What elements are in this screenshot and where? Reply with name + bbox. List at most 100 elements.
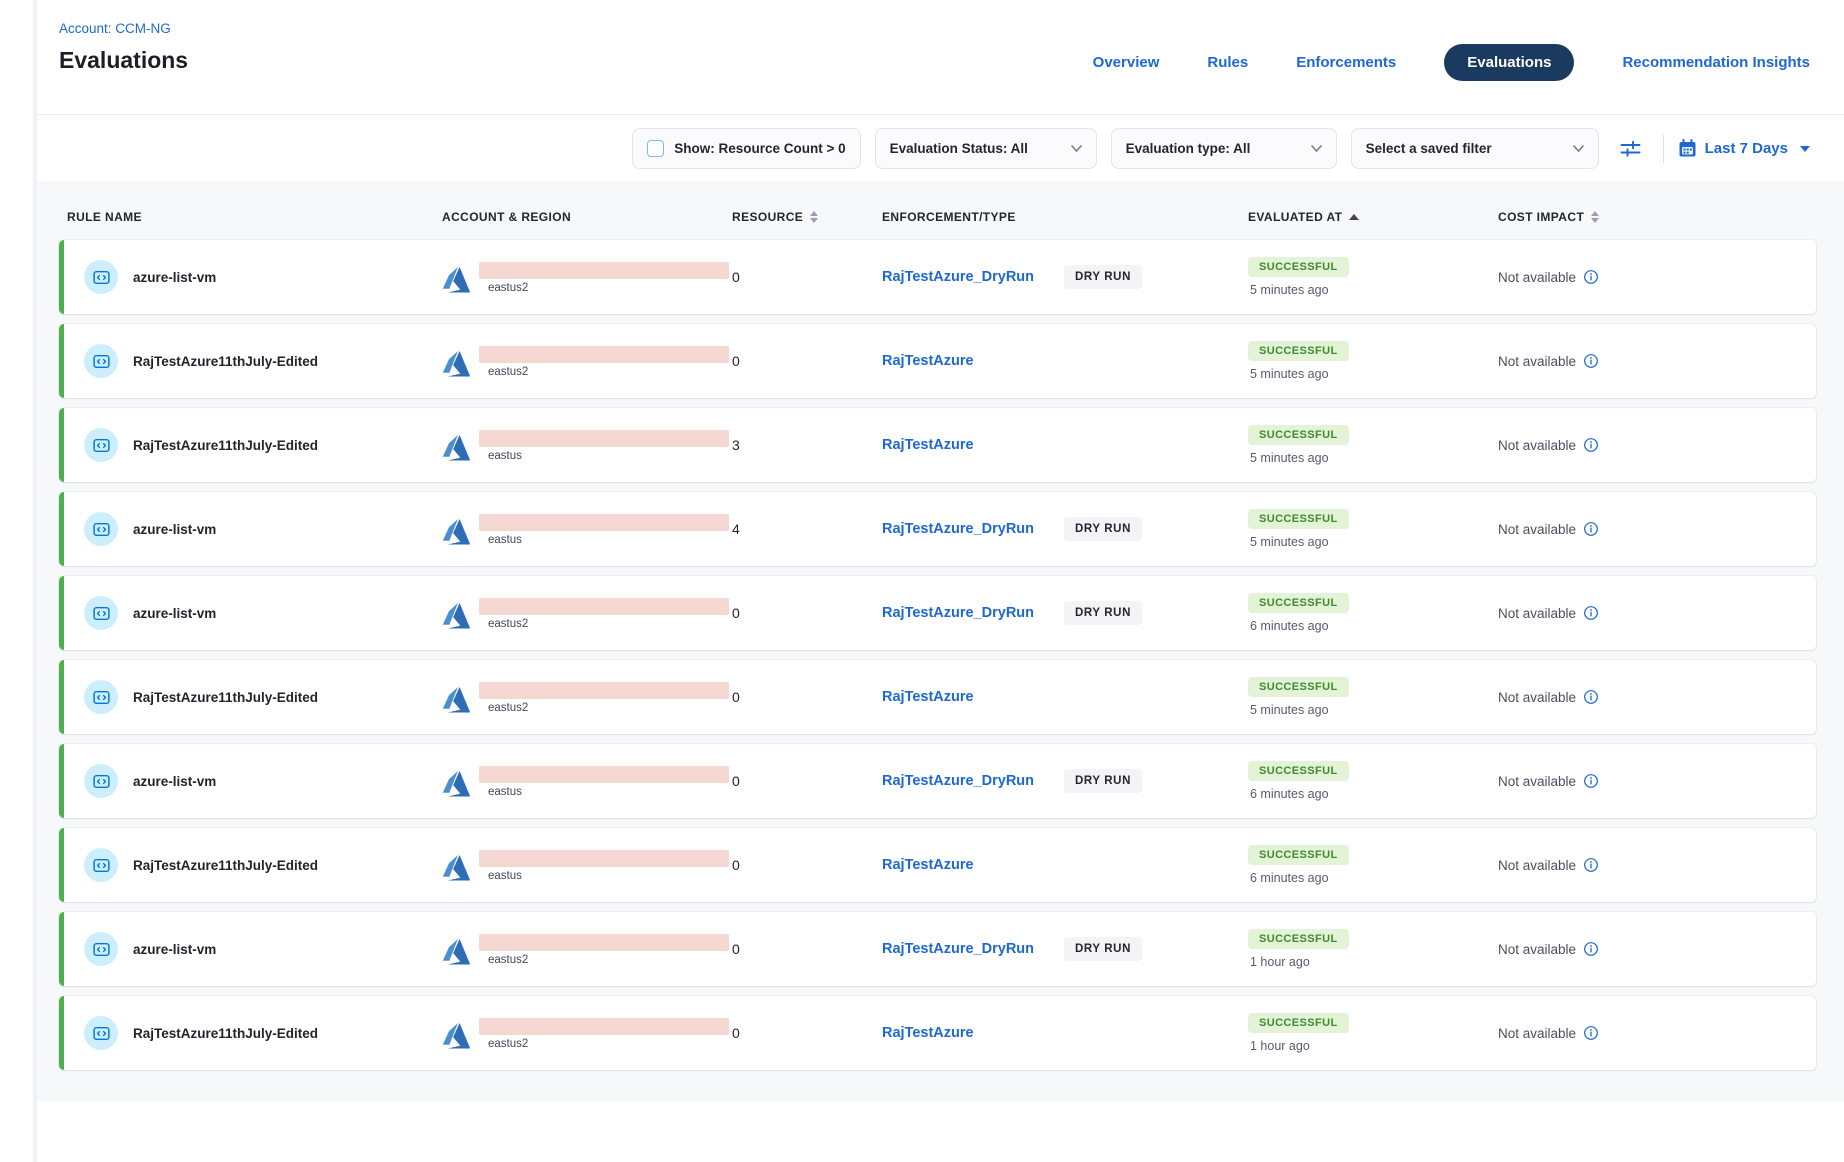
enforcement-cell: RajTestAzure DRY RUN (882, 353, 1248, 369)
evaluated-time: 1 hour ago (1250, 1039, 1310, 1053)
enforcement-link[interactable]: RajTestAzure_DryRun (882, 605, 1035, 621)
rule-avatar (84, 848, 118, 882)
sort-icon[interactable] (810, 211, 819, 223)
rule-avatar (84, 344, 118, 378)
code-rule-icon (92, 1024, 111, 1043)
rule-name: azure-list-vm (133, 941, 217, 957)
nav-item-rules[interactable]: Rules (1207, 54, 1249, 71)
evaluated-at-cell: SUCCESSFUL 5 minutes ago (1248, 257, 1498, 297)
info-circle-icon[interactable] (1583, 605, 1599, 621)
table-row[interactable]: RajTestAzure11thJuly-Edited eastus2 0 Ra… (59, 324, 1816, 398)
enforcement-link[interactable]: RajTestAzure_DryRun (882, 941, 1035, 957)
enforcement-link[interactable]: RajTestAzure (882, 1025, 974, 1041)
enforcement-link[interactable]: RajTestAzure_DryRun (882, 269, 1035, 285)
top-navigation: Overview Rules Enforcements Evaluations … (1093, 44, 1810, 81)
account-region-cell: eastus (442, 513, 732, 546)
rule-cell: RajTestAzure11thJuly-Edited (84, 428, 442, 462)
rule-avatar (84, 596, 118, 630)
info-circle-icon[interactable] (1583, 941, 1599, 957)
nav-item-evaluations-active[interactable]: Evaluations (1444, 44, 1575, 81)
filter-sliders-icon[interactable] (1613, 131, 1649, 167)
nav-item-recommendation-insights[interactable]: Recommendation Insights (1622, 54, 1810, 71)
cost-impact-value: Not available (1498, 857, 1577, 873)
rule-name: azure-list-vm (133, 521, 217, 537)
calendar-icon (1678, 139, 1697, 158)
rule-cell: azure-list-vm (84, 764, 442, 798)
rule-cell: RajTestAzure11thJuly-Edited (84, 1016, 442, 1050)
col-header-resource[interactable]: RESOURCE (732, 210, 882, 224)
resource-count-checkbox[interactable] (647, 140, 665, 157)
date-range-picker[interactable]: Last 7 Days (1678, 139, 1814, 158)
enforcement-link[interactable]: RajTestAzure_DryRun (882, 773, 1035, 789)
nav-item-enforcements[interactable]: Enforcements (1296, 54, 1397, 71)
region-label: eastus2 (488, 617, 529, 630)
evaluated-time: 5 minutes ago (1250, 451, 1329, 465)
account-region-cell: eastus2 (442, 597, 732, 630)
redacted-account-bar (479, 513, 729, 531)
info-circle-icon[interactable] (1583, 437, 1599, 453)
rule-avatar (84, 764, 118, 798)
col-header-cost-impact[interactable]: COST IMPACT (1498, 210, 1816, 224)
info-circle-icon[interactable] (1583, 1025, 1599, 1041)
rule-cell: azure-list-vm (84, 512, 442, 546)
table-row[interactable]: azure-list-vm eastus2 0 RajTestAzure_Dry… (59, 240, 1816, 314)
cost-impact-value: Not available (1498, 269, 1577, 285)
redacted-account-bar (479, 429, 729, 447)
info-circle-icon[interactable] (1583, 353, 1599, 369)
rule-name: RajTestAzure11thJuly-Edited (133, 689, 319, 705)
table-body: azure-list-vm eastus2 0 RajTestAzure_Dry… (59, 240, 1816, 1070)
evaluation-type-select[interactable]: Evaluation type: All (1110, 128, 1337, 169)
redacted-account-bar (479, 681, 729, 699)
account-region-cell: eastus2 (442, 261, 732, 294)
cost-impact-cell: Not available (1498, 857, 1816, 873)
account-region-cell: eastus (442, 849, 732, 882)
rule-name: azure-list-vm (133, 269, 217, 285)
redacted-account-bar (479, 261, 729, 279)
azure-logo-icon (442, 350, 471, 377)
col-header-evaluated-at[interactable]: EVALUATED AT (1248, 210, 1498, 224)
sort-asc-icon[interactable] (1349, 214, 1360, 220)
table-row[interactable]: RajTestAzure11thJuly-Edited eastus 3 Raj… (59, 408, 1816, 482)
table-row[interactable]: azure-list-vm eastus2 0 RajTestAzure_Dry… (59, 912, 1816, 986)
nav-item-overview[interactable]: Overview (1092, 54, 1160, 71)
table-row[interactable]: azure-list-vm eastus 4 RajTestAzure_DryR… (59, 492, 1816, 566)
info-circle-icon[interactable] (1583, 521, 1599, 537)
enforcement-link[interactable]: RajTestAzure_DryRun (882, 521, 1035, 537)
saved-filter-select[interactable]: Select a saved filter (1350, 128, 1599, 169)
chevron-down-icon (1310, 145, 1322, 152)
resource-count: 0 (732, 857, 740, 873)
enforcement-link[interactable]: RajTestAzure (882, 353, 974, 369)
enforcement-link[interactable]: RajTestAzure (882, 689, 974, 705)
evaluation-status-select[interactable]: Evaluation Status: All (874, 128, 1097, 169)
info-circle-icon[interactable] (1583, 689, 1599, 705)
table-row[interactable]: azure-list-vm eastus2 0 RajTestAzure_Dry… (59, 576, 1816, 650)
region-label: eastus2 (488, 281, 529, 294)
breadcrumb[interactable]: Account: CCM-NG (59, 21, 171, 36)
table-row[interactable]: RajTestAzure11thJuly-Edited eastus2 0 Ra… (59, 996, 1816, 1070)
status-badge: SUCCESSFUL (1248, 1013, 1349, 1033)
rule-cell: RajTestAzure11thJuly-Edited (84, 680, 442, 714)
enforcement-link[interactable]: RajTestAzure (882, 857, 974, 873)
info-circle-icon[interactable] (1583, 269, 1599, 285)
cost-impact-value: Not available (1498, 689, 1577, 705)
resource-count: 0 (732, 773, 740, 789)
table-row[interactable]: azure-list-vm eastus 0 RajTestAzure_DryR… (59, 744, 1816, 818)
info-circle-icon[interactable] (1583, 773, 1599, 789)
rule-avatar (84, 680, 118, 714)
evaluated-time: 5 minutes ago (1250, 535, 1329, 549)
enforcement-link[interactable]: RajTestAzure (882, 437, 974, 453)
sort-icon[interactable] (1591, 211, 1600, 223)
resource-count: 0 (732, 605, 740, 621)
evaluated-at-cell: SUCCESSFUL 5 minutes ago (1248, 509, 1498, 549)
table-row[interactable]: RajTestAzure11thJuly-Edited eastus2 0 Ra… (59, 660, 1816, 734)
info-circle-icon[interactable] (1583, 857, 1599, 873)
account-region-cell: eastus2 (442, 345, 732, 378)
cost-impact-cell: Not available (1498, 437, 1816, 453)
azure-logo-icon (442, 266, 471, 293)
table-row[interactable]: RajTestAzure11thJuly-Edited eastus 0 Raj… (59, 828, 1816, 902)
evaluated-time: 6 minutes ago (1250, 871, 1329, 885)
resource-count-filter[interactable]: Show: Resource Count > 0 (632, 128, 861, 169)
table-header-row: RULE NAME ACCOUNT & REGION RESOURCE ENFO… (59, 196, 1816, 240)
main-content: Account: CCM-NG Evaluations Overview Rul… (33, 0, 1844, 1162)
enforcement-cell: RajTestAzure DRY RUN (882, 857, 1248, 873)
